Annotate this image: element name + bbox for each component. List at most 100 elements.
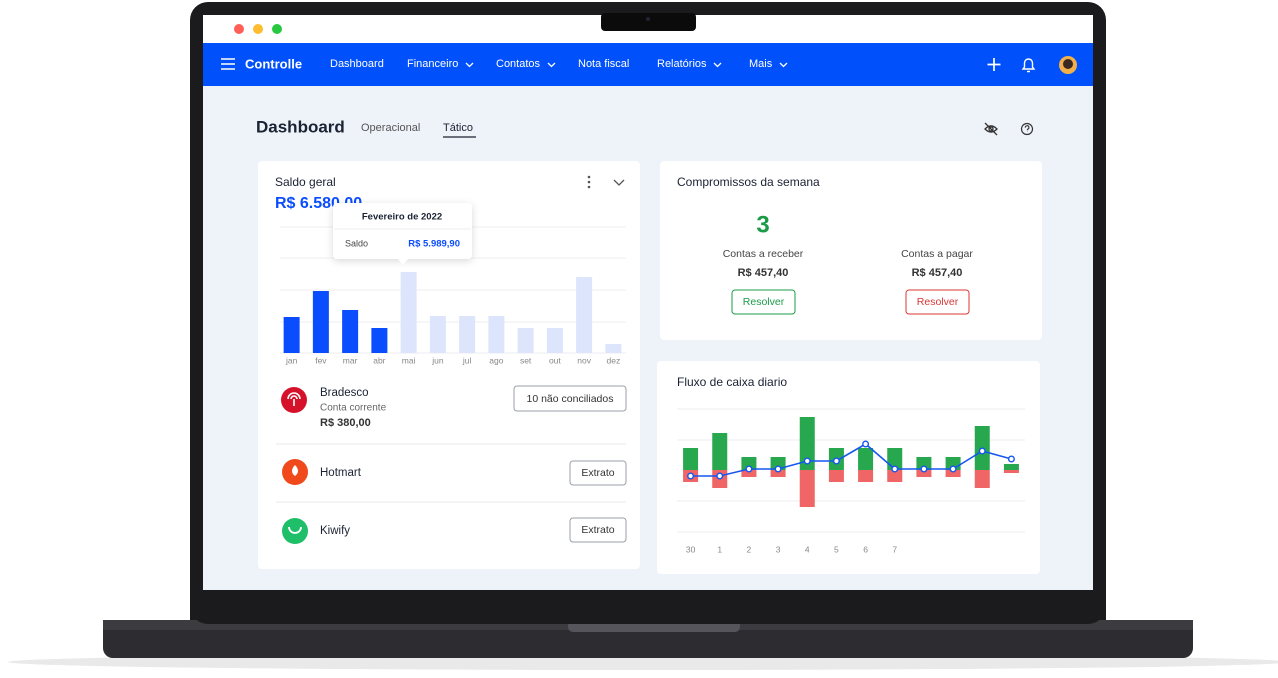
nav-item[interactable]: Contatos bbox=[496, 58, 541, 70]
account-name: Bradesco bbox=[320, 387, 369, 399]
bar bbox=[770, 457, 786, 470]
commitment-label: Contas a pagar bbox=[901, 248, 973, 260]
nav-item[interactable]: Dashboard bbox=[330, 58, 384, 70]
bell-icon[interactable] bbox=[1021, 58, 1036, 73]
x-tick-label: 7 bbox=[892, 544, 897, 554]
card-title: Saldo geral bbox=[275, 175, 336, 189]
window-close[interactable] bbox=[234, 24, 244, 34]
bar bbox=[945, 470, 961, 477]
x-tick-label: mai bbox=[402, 355, 416, 365]
x-tick-label: set bbox=[520, 355, 532, 365]
card bbox=[258, 161, 640, 569]
line-point bbox=[862, 440, 870, 448]
account-name: Kiwify bbox=[320, 525, 350, 537]
navbar bbox=[203, 43, 1093, 86]
tab[interactable]: Operacional bbox=[361, 122, 420, 134]
button-label[interactable]: 10 não conciliados bbox=[527, 393, 614, 405]
brand[interactable]: Controlle bbox=[245, 56, 302, 71]
bar bbox=[741, 470, 757, 477]
card-title: Fluxo de caixa diario bbox=[677, 375, 787, 389]
line-point bbox=[978, 447, 986, 455]
line-point bbox=[832, 457, 840, 465]
card-title: Compromissos da semana bbox=[677, 175, 820, 189]
button[interactable] bbox=[731, 289, 796, 315]
plot: 30 1 2 3 4 5 6 7 bbox=[683, 417, 1019, 554]
x-tick-label: 4 bbox=[805, 544, 810, 554]
bar bbox=[799, 470, 815, 507]
line-point bbox=[774, 465, 782, 473]
bar bbox=[770, 470, 786, 477]
bar bbox=[858, 470, 874, 482]
tab-active[interactable]: Tático bbox=[443, 122, 473, 134]
card bbox=[657, 361, 1040, 574]
tooltip-label: Saldo bbox=[345, 238, 368, 248]
bar bbox=[887, 470, 903, 482]
button-label[interactable]: Extrato bbox=[581, 524, 614, 536]
bar bbox=[741, 457, 757, 470]
button-label[interactable]: Extrato bbox=[581, 467, 614, 479]
x-tick-label: nov bbox=[577, 355, 591, 365]
line-point bbox=[803, 457, 811, 465]
bar bbox=[488, 316, 505, 353]
line-point bbox=[1007, 455, 1015, 463]
bar bbox=[916, 470, 932, 477]
button[interactable] bbox=[569, 517, 627, 543]
bar bbox=[576, 277, 593, 353]
button-label[interactable]: Resolver bbox=[743, 296, 785, 308]
bar bbox=[429, 316, 446, 353]
bar bbox=[459, 316, 476, 353]
bar bbox=[605, 344, 622, 353]
commitment-label: Contas a receber bbox=[723, 248, 804, 260]
nav-chevrons bbox=[465, 62, 788, 68]
bar bbox=[858, 448, 874, 470]
line-point bbox=[891, 465, 899, 473]
bar bbox=[1003, 470, 1019, 473]
x-tick-label: jan bbox=[285, 355, 298, 365]
collapse-icon[interactable] bbox=[613, 179, 625, 186]
nav-item[interactable]: Mais bbox=[749, 58, 773, 70]
nav-item[interactable]: Financeiro bbox=[407, 58, 458, 70]
add-icon[interactable] bbox=[987, 58, 1001, 71]
hide-icon[interactable] bbox=[984, 122, 998, 136]
account-logo-mark bbox=[288, 526, 302, 534]
button-label[interactable]: Resolver bbox=[917, 296, 959, 308]
nav-item[interactable]: Relatórios bbox=[657, 58, 707, 70]
button[interactable] bbox=[569, 460, 627, 486]
x-tick-label: 5 bbox=[834, 544, 839, 554]
menu-icon[interactable] bbox=[221, 58, 235, 70]
tooltip-title: Fevereiro de 2022 bbox=[362, 212, 442, 223]
nav-item[interactable]: Nota fiscal bbox=[578, 58, 629, 70]
line-point bbox=[687, 472, 695, 480]
bar bbox=[371, 328, 388, 353]
bar bbox=[546, 328, 563, 353]
window-maximize[interactable] bbox=[272, 24, 282, 34]
kebab-icon[interactable] bbox=[587, 175, 591, 189]
button[interactable] bbox=[513, 385, 627, 412]
button[interactable] bbox=[905, 289, 970, 315]
avatar-face bbox=[1063, 59, 1073, 69]
bar bbox=[683, 448, 699, 470]
bar bbox=[974, 470, 990, 488]
tooltip: Fevereiro de 2022 Saldo R$ 5.989,90 bbox=[333, 203, 472, 265]
bank-logo-mark bbox=[287, 392, 301, 406]
bar bbox=[916, 457, 932, 470]
account-logo bbox=[282, 518, 308, 544]
bar bbox=[400, 272, 417, 353]
x-tick-label: 6 bbox=[863, 544, 868, 554]
bar bbox=[283, 317, 300, 353]
help-icon[interactable] bbox=[1020, 122, 1034, 136]
line-point bbox=[949, 465, 957, 473]
bar bbox=[712, 433, 728, 470]
x-tick-label: abr bbox=[373, 355, 385, 365]
window-minimize[interactable] bbox=[253, 24, 263, 34]
line-point bbox=[716, 472, 724, 480]
x-tick-label: 2 bbox=[747, 544, 752, 554]
bar bbox=[887, 448, 903, 470]
x-tick-label: 3 bbox=[776, 544, 781, 554]
line bbox=[690, 443, 1012, 477]
camera-notch bbox=[601, 13, 696, 31]
bar bbox=[1003, 464, 1019, 470]
plot: jan fev mar abr mai jun jul ago set out nov dez bbox=[283, 272, 622, 365]
